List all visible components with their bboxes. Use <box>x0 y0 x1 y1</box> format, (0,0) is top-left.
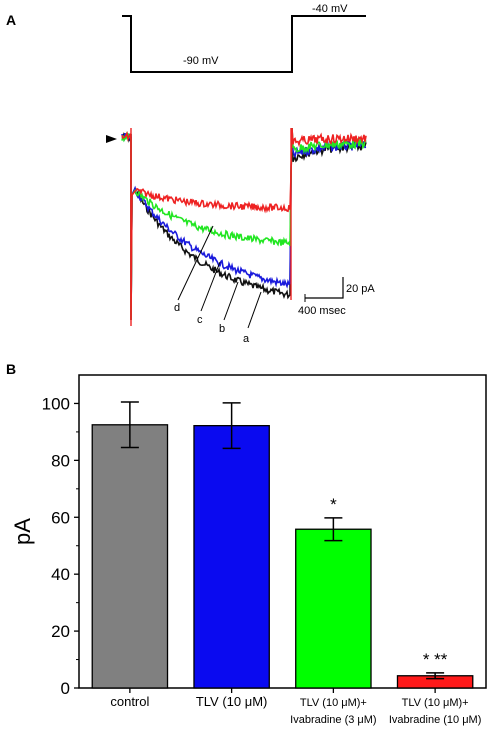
holding-current-arrow-icon <box>106 135 117 143</box>
scale-bar-time-label: 400 msec <box>298 305 346 317</box>
y-tick-label: 40 <box>51 565 70 584</box>
step-voltage-label: -90 mV <box>183 55 219 67</box>
y-tick-label: 0 <box>61 679 70 698</box>
x-tick-label: TLV (10 μM) <box>196 694 268 709</box>
trace-pointers <box>177 225 262 329</box>
significance-marker: * ** <box>423 650 448 669</box>
y-axis-label: pA <box>10 518 35 545</box>
trace-label-b: b <box>219 323 225 335</box>
x-tick-label: TLV (10 μM)+ <box>300 697 367 709</box>
current-traces <box>121 127 367 326</box>
x-tick-label: Ivabradine (3 μM) <box>290 714 376 726</box>
panel-b-label: B <box>6 361 16 377</box>
trace-a <box>121 127 367 321</box>
trace-label-a: a <box>243 333 250 345</box>
bar <box>295 528 372 689</box>
pointer-b <box>223 281 239 321</box>
bar-chart: pA 0 20 40 60 80 100 control TLV (10 μM) TLV (10… <box>10 374 487 726</box>
x-tick-label: TLV (10 μM)+ <box>402 697 469 709</box>
trace-d <box>121 127 367 321</box>
plot-frame <box>78 374 487 689</box>
voltage-protocol <box>122 15 366 73</box>
bar <box>193 424 270 689</box>
panel-a-label: A <box>6 12 16 28</box>
scale-bar <box>305 277 344 299</box>
y-tick-label: 60 <box>51 508 70 527</box>
pointer-d <box>177 225 214 301</box>
hold-voltage-label: -40 mV <box>312 3 348 15</box>
trace-label-c: c <box>197 314 203 326</box>
y-tick-label: 80 <box>51 451 70 470</box>
pointer-c <box>200 261 221 312</box>
y-tick-label: 20 <box>51 622 70 641</box>
bar <box>91 424 169 689</box>
significance-marker: * <box>330 495 337 514</box>
trace-c <box>121 127 367 321</box>
trace-label-d: d <box>174 302 180 314</box>
scale-bar-current-label: 20 pA <box>346 283 375 295</box>
x-tick-label: control <box>110 694 149 709</box>
y-tick-label: 100 <box>42 394 70 413</box>
pointer-a <box>247 291 262 329</box>
x-tick-label: Ivabradine (10 μM) <box>389 714 482 726</box>
